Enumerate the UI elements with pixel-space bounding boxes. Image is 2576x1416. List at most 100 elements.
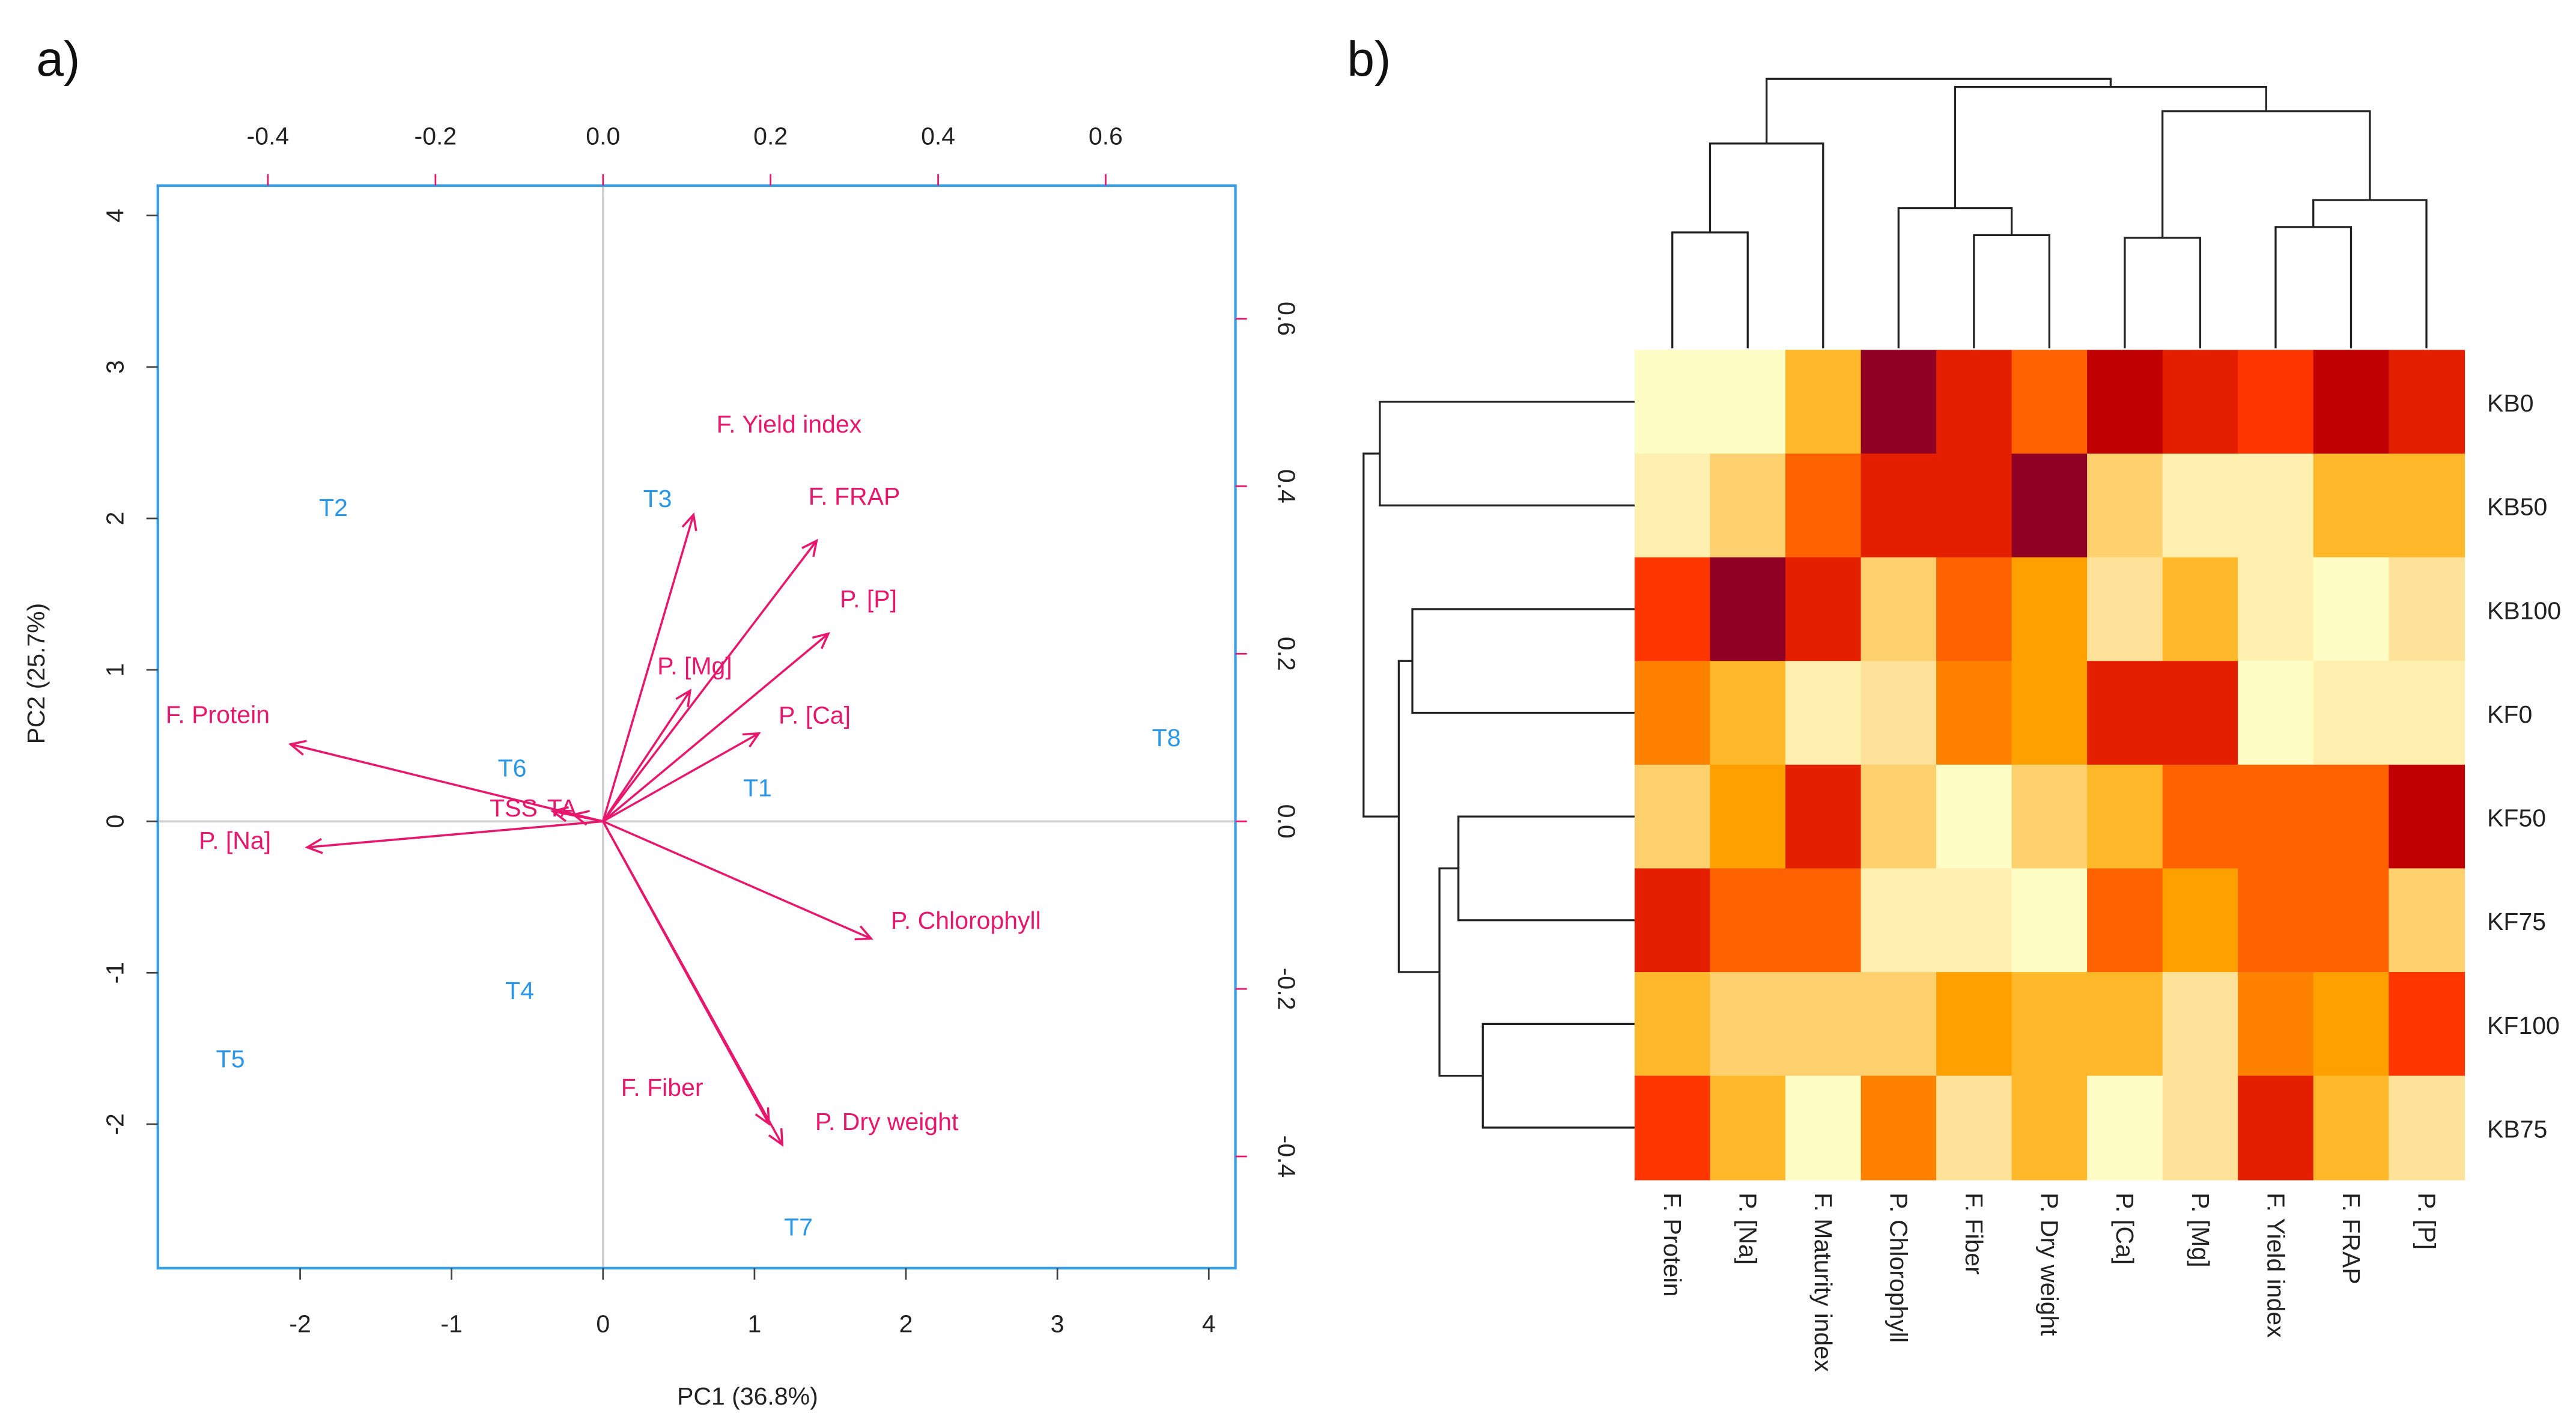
heatmap-cell (1634, 764, 1711, 869)
row-label: KF75 (2487, 908, 2546, 935)
column-label: F. Maturity index (1809, 1193, 1837, 1372)
loading-arrow (602, 632, 831, 822)
heatmap-cell (2389, 972, 2465, 1077)
heatmap-cell (1936, 764, 2012, 869)
heatmap-cell (1861, 661, 1937, 766)
heatmap-cell (2011, 350, 2088, 455)
arrow-shaft (602, 690, 691, 822)
loading-label: F. FRAP (809, 482, 901, 510)
heatmap-cell (2238, 454, 2315, 558)
heatmap-cell (1634, 557, 1711, 662)
heatmap-cell (1861, 1075, 1937, 1181)
column-label: P. [P] (2413, 1193, 2440, 1250)
loading-label: P. Dry weight (815, 1108, 959, 1135)
column-dendrogram-branch (1671, 231, 1749, 348)
heatmap-cell (1710, 661, 1787, 766)
score-label: T6 (498, 755, 527, 782)
row-label: KB75 (2487, 1115, 2547, 1143)
top-tick-label: 0.6 (1089, 123, 1123, 150)
column-label: F. Yield index (2262, 1193, 2289, 1338)
heatmap-cell (2087, 1075, 2164, 1181)
heatmap-cell (1634, 350, 1711, 455)
score-label: T3 (643, 485, 672, 512)
arrow-head (288, 740, 307, 756)
heatmap-cell (1785, 1075, 1862, 1181)
heatmap-cell (2162, 764, 2239, 869)
panel-label-b: b) (1347, 32, 1391, 87)
row-dendrogram-branch (1397, 660, 1440, 973)
column-label: F. Fiber (1960, 1193, 1988, 1275)
heatmap-cell (2162, 972, 2239, 1077)
heatmap-cell (2313, 557, 2390, 662)
heatmap-cell (2087, 454, 2164, 558)
heatmap-cell (1710, 1075, 1787, 1181)
column-label: P. [Mg] (2187, 1193, 2214, 1268)
loading-arrow (571, 810, 604, 826)
right-tick-label: -0.4 (1273, 1135, 1301, 1178)
panel-label-a: a) (36, 32, 80, 87)
heatmap-cell (1710, 350, 1787, 455)
right-tick-label: 0.4 (1273, 469, 1301, 503)
heatmap-cell (2313, 868, 2390, 973)
top-tick-label: 0.4 (921, 123, 955, 150)
score-label: T4 (505, 977, 534, 1004)
score-label: T8 (1152, 724, 1181, 752)
column-dendrogram-branch (1897, 207, 2013, 348)
heatmap-cell (2162, 661, 2239, 766)
heatmap-cell (1936, 972, 2012, 1077)
loading-arrow (305, 820, 603, 854)
heatmap-cell (2313, 1075, 2390, 1181)
heatmap-cell (2313, 661, 2390, 766)
row-label: KB0 (2487, 389, 2534, 417)
row-dendrogram-branch (1438, 867, 1483, 1077)
loading-label: F. Fiber (621, 1074, 703, 1101)
heatmap-cell (2011, 557, 2088, 662)
pca-biplot: -2 -1 0 1 2 3 4 -2 -1 0 1 2 3 4 -0.4 -0.2 0.0 0.2 0.4 0.6 -0… (22, 123, 1300, 1410)
x-axis-title: PC1 (36.8%) (677, 1382, 818, 1410)
plot-frame (156, 184, 1237, 1270)
heatmap-cell (2313, 454, 2390, 558)
loading-arrow (602, 512, 697, 822)
heatmap-cell (2389, 557, 2465, 662)
heatmap-cell (1634, 661, 1711, 766)
clustered-heatmap: KB0 KB50 KB100 KF0 KF50 KF75 KF100 KB75 F. Prote… (1362, 77, 2561, 1372)
score-label: T1 (743, 774, 772, 801)
column-label: P. Dry weight (2036, 1193, 2064, 1336)
heatmap-cell (2162, 557, 2239, 662)
heatmap-cell (2389, 661, 2465, 766)
arrow-head (768, 1128, 784, 1147)
column-label: P. Chlorophyll (1885, 1193, 1913, 1343)
heatmap-cell (2389, 350, 2465, 455)
column-label: P. [Na] (1734, 1193, 1762, 1265)
row-dendrogram-branch (1457, 815, 1635, 922)
arrow-shaft (307, 820, 603, 849)
x-tick-label: 1 (747, 1310, 761, 1338)
heatmap-cell (1861, 350, 1937, 455)
row-label: KB50 (2487, 493, 2547, 521)
heatmap-cell (1936, 557, 2012, 662)
heatmap-cell (2389, 868, 2465, 973)
right-tick-label: 0.6 (1273, 302, 1301, 336)
heatmap-cell (1785, 972, 1862, 1077)
heatmap-cell (1861, 868, 1937, 973)
row-dendrogram-branch (1481, 1022, 1635, 1129)
y-tick-label: 0 (101, 815, 129, 828)
heatmap-cell (2313, 972, 2390, 1077)
heatmap-cell (2238, 661, 2315, 766)
heatmap-cell (1710, 764, 1787, 869)
heatmap-cell (1634, 972, 1711, 1077)
heatmap-cell (2011, 972, 2088, 1077)
heatmap-cell (2238, 972, 2315, 1077)
heatmap-cell (1785, 454, 1862, 558)
column-dendrogram-branch (1973, 234, 2051, 348)
arrow-head (812, 632, 831, 649)
heatmap-cell (1936, 1075, 2012, 1181)
x-tick-label: 0 (596, 1310, 610, 1338)
heatmap-cell (2162, 1075, 2239, 1181)
arrow-head (550, 806, 570, 822)
heatmap-cell (2011, 454, 2088, 558)
heatmap-cell (2238, 1075, 2315, 1181)
heatmap-cell (2313, 350, 2390, 455)
heatmap-cell (2238, 764, 2315, 869)
